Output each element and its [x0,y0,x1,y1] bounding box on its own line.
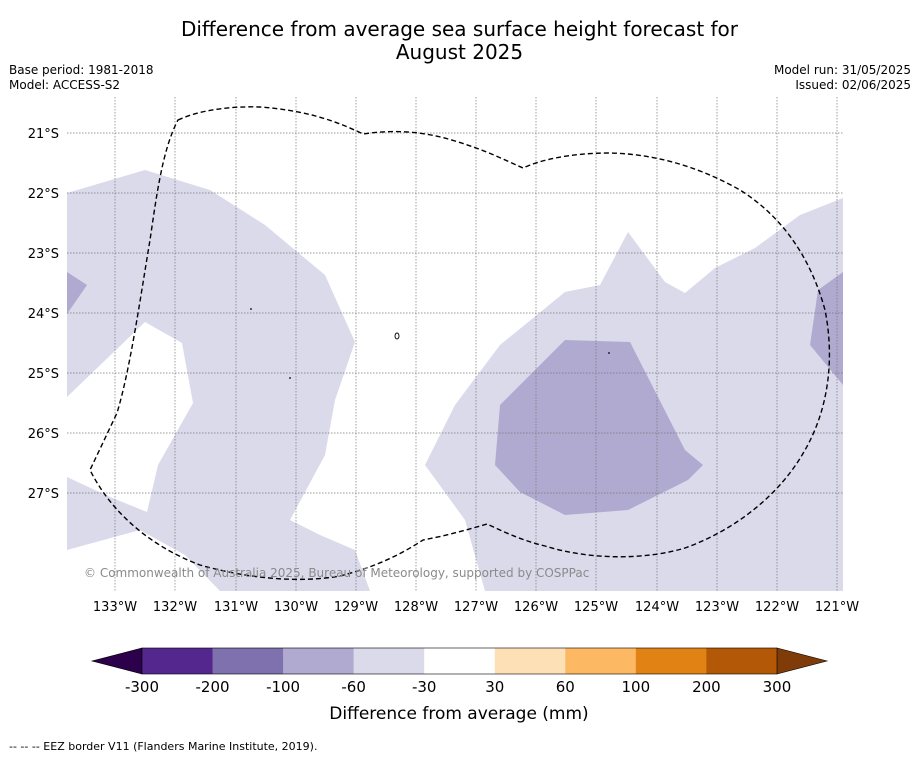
colorbar-level-label: 100 [622,678,651,696]
island-marker [289,377,291,379]
lon-label: 121°W [815,600,859,615]
lon-label: 128°W [394,600,438,615]
colorbar-swatch [706,648,778,674]
lon-label: 125°W [574,600,618,615]
colorbar-labels: -300 -200 -100 -60 -30 30 60 100 200 300 [125,678,791,696]
colorbar-level-label: -60 [341,678,366,696]
lon-label: 133°W [93,600,137,615]
anomaly-core-east-edge [810,272,843,385]
colorbar-swatch [635,648,707,674]
colorbar-level-label: 300 [763,678,792,696]
lon-label: 123°W [695,600,739,615]
lat-label: 24°S [28,307,59,322]
copyright-notice: © Commonwealth of Australia 2025, Bureau… [84,566,589,580]
colorbar-level-label: 30 [485,678,504,696]
colorbar-swatch [494,648,566,674]
map-figure: © Commonwealth of Australia 2025, Bureau… [28,97,859,724]
island-marker [250,308,252,310]
colorbar-level-label: -200 [196,678,230,696]
eez-footnote: -- -- -- EEZ border V11 (Flanders Marine… [9,740,318,753]
lon-label: 126°W [514,600,558,615]
anomaly-core-west-edge [67,272,87,314]
lat-label: 23°S [28,247,59,262]
colorbar-level-label: 200 [692,678,721,696]
meta-right: Model run: 31/05/2025 Issued: 02/06/2025 [774,63,911,93]
title-line-1: Difference from average sea surface heig… [180,17,739,41]
colorbar-swatch [424,648,496,674]
eez-border-pitcairn [89,106,831,581]
colorbar-level-label: -30 [412,678,437,696]
colorbar-title: Difference from average (mm) [329,704,588,724]
map-title: Difference from average sea surface heig… [0,18,919,64]
colorbar-outline [141,647,778,675]
lon-label: 130°W [274,600,318,615]
neutral-hole-1 [67,322,193,512]
lon-label: 124°W [635,600,679,615]
base-period: Base period: 1981-2018 [9,63,154,77]
latitude-gridlines [67,132,843,494]
model-name: Model: ACCESS-S2 [9,78,121,92]
colorbar: -300 -200 -100 -60 -30 30 60 100 200 300 Differen… [90,647,829,724]
colorbar-swatch [353,648,425,674]
colorbar-swatch [283,648,354,674]
issued-date: Issued: 02/06/2025 [795,78,911,92]
colorbar-under-arrow [90,647,143,675]
map-plot: © Commonwealth of Australia 2025, Bureau… [67,97,843,591]
lat-label: 26°S [28,427,59,442]
lon-label: 127°W [454,600,498,615]
colorbar-level-label: -100 [266,678,300,696]
model-run: Model run: 31/05/2025 [773,63,911,77]
lat-label: 22°S [28,187,59,202]
colorbar-swatches [142,648,778,674]
anomaly-core-central [495,340,703,515]
longitude-gridlines [114,97,838,591]
colorbar-level-label: 60 [556,678,575,696]
lon-label: 129°W [334,600,378,615]
colorbar-swatch [142,648,213,674]
island-marker [608,352,610,354]
title-line-2: August 2025 [395,40,524,64]
lat-label: 21°S [28,127,59,142]
colorbar-swatch [565,648,637,674]
lat-label: 25°S [28,367,59,382]
lon-label: 122°W [755,600,799,615]
island-marker [394,332,400,340]
latitude-labels: 21°S 22°S 23°S 24°S 25°S 26°S 27°S [28,127,59,502]
lon-label: 132°W [153,600,197,615]
lat-label: 27°S [28,487,59,502]
meta-left: Base period: 1981-2018 Model: ACCESS-S2 [9,63,154,93]
colorbar-swatch [212,648,284,674]
neutral-hole-2 [67,530,220,591]
colorbar-over-arrow [776,647,829,675]
lon-label: 131°W [214,600,258,615]
colorbar-level-label: -300 [125,678,159,696]
longitude-labels: 133°W 132°W 131°W 130°W 129°W 128°W 127°… [93,600,859,615]
